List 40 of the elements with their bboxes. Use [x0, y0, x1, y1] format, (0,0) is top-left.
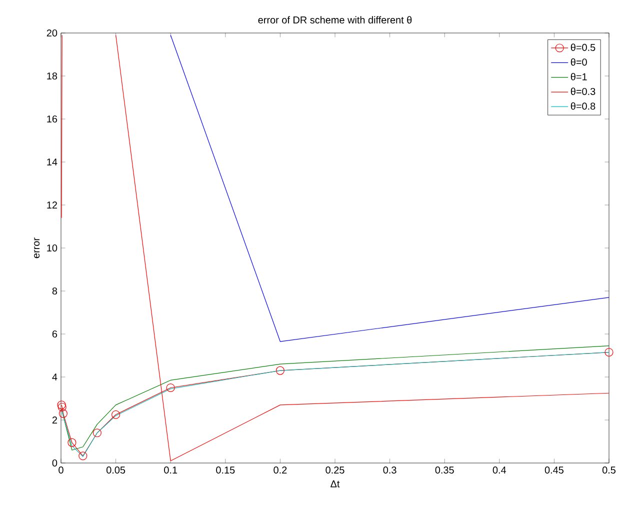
y-tick-label: 0	[52, 459, 58, 467]
x-axis-title: Δt	[330, 480, 340, 488]
y-tick-label: 4	[52, 374, 58, 380]
y-axis-title: error	[34, 238, 40, 258]
x-tick-label: 0.35	[435, 466, 454, 474]
point	[112, 410, 120, 419]
y-tick-label: 18	[47, 72, 58, 80]
y-tick-label: 16	[47, 115, 58, 123]
chart-title: error of DR scheme with different θ	[258, 16, 412, 24]
point	[78, 452, 88, 460]
legend-label: θ=1	[570, 73, 587, 80]
x-tick-label: 0.15	[216, 466, 235, 474]
y-tick-label: 2	[52, 416, 57, 424]
x-tick-label: 0.25	[326, 466, 344, 474]
y-tick-label: 12	[47, 202, 57, 208]
y-tick-label: 8	[52, 287, 58, 295]
y-tick-label: 6	[52, 330, 58, 338]
y-tick-label: 14	[47, 158, 58, 166]
x-tick-label: 0	[58, 466, 64, 474]
y-tick-label: 10	[47, 244, 58, 252]
point	[58, 409, 68, 418]
x-tick-label: 0.4	[492, 466, 506, 474]
point	[276, 366, 284, 375]
x-tick-label: 0.5	[602, 466, 616, 474]
legend-label: θ=0	[570, 58, 587, 66]
x-tick-label: 0.3	[383, 466, 396, 474]
point	[57, 400, 66, 410]
point	[68, 438, 76, 447]
x-tick-label: 0.1	[164, 466, 178, 474]
y-tick-label: 20	[46, 29, 58, 37]
legend-label: θ=0.5	[570, 44, 596, 51]
legend-label: θ=0.8	[570, 102, 596, 110]
x-tick-label: 0.2	[274, 466, 287, 474]
point	[604, 348, 614, 357]
point	[166, 383, 175, 392]
x-tick-label: 0.05	[106, 466, 126, 474]
legend-label: θ=0.3	[570, 88, 596, 95]
point	[92, 428, 102, 438]
point	[58, 402, 66, 412]
x-tick-label: 0.45	[544, 466, 564, 474]
